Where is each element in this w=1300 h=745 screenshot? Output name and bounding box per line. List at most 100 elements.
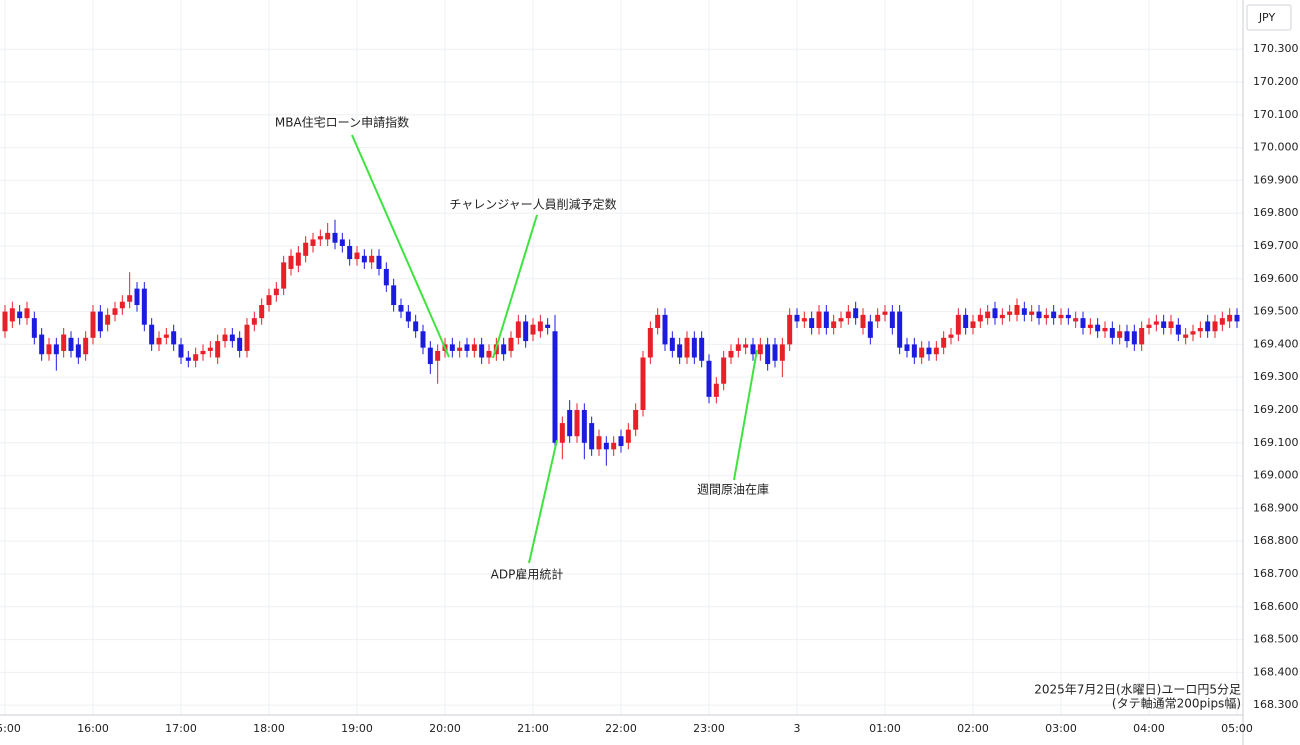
candle — [222, 327, 228, 348]
candle — [339, 232, 345, 253]
candle — [1227, 308, 1233, 328]
candle-body — [127, 295, 133, 302]
candle-body — [559, 423, 565, 443]
candle — [875, 308, 881, 328]
candle-body — [596, 436, 602, 450]
candle — [1073, 311, 1079, 328]
candle — [237, 331, 243, 358]
candle-body — [743, 344, 749, 348]
candle-body — [1007, 311, 1013, 315]
y-tick-label: 169.000 — [1253, 469, 1299, 482]
candle — [1219, 311, 1225, 332]
candle-body — [625, 429, 631, 443]
candle-body — [1124, 331, 1130, 342]
candle — [567, 400, 573, 443]
candle-body — [90, 311, 96, 338]
candle-body — [1205, 321, 1211, 332]
candle-body — [1197, 327, 1203, 332]
y-tick-label: 168.700 — [1253, 567, 1299, 580]
note: 2025年7月2日(水曜日)ユーロ円5分足 — [1034, 683, 1241, 697]
y-tick-label: 170.000 — [1253, 141, 1299, 154]
candle — [904, 337, 910, 358]
candle — [721, 350, 727, 391]
candle — [1131, 324, 1137, 351]
candle — [369, 249, 375, 269]
candle-body — [779, 344, 785, 361]
candle-body — [1153, 321, 1159, 325]
candle — [662, 308, 668, 351]
candle — [933, 341, 939, 361]
candle-body — [281, 262, 287, 289]
candle — [156, 331, 162, 351]
candle — [1183, 327, 1189, 345]
candle-body — [985, 311, 991, 319]
candle — [207, 341, 213, 358]
annotation: 週間原油在庫 — [697, 483, 769, 497]
x-tick-label: 05:00 — [1221, 722, 1253, 735]
candle-body — [391, 285, 397, 306]
candle-body — [39, 334, 45, 355]
candle — [618, 429, 624, 453]
candle — [779, 337, 785, 378]
candle — [691, 331, 697, 365]
x-tick-label: 16:00 — [77, 722, 109, 735]
y-tick-label: 169.400 — [1253, 337, 1299, 350]
candle — [383, 262, 389, 292]
candle-body — [677, 344, 683, 358]
candle — [1168, 314, 1174, 335]
candle — [1087, 318, 1093, 335]
candle — [889, 305, 895, 335]
x-tick-label: 21:00 — [517, 722, 549, 735]
candle — [68, 331, 74, 358]
y-tick-label: 170.300 — [1253, 42, 1299, 55]
candle-body — [787, 314, 793, 345]
candle — [823, 305, 829, 335]
y-tick-label: 168.500 — [1253, 633, 1299, 646]
candle — [955, 308, 961, 342]
x-tick-label: 22:00 — [605, 722, 637, 735]
candle — [706, 354, 712, 404]
candle — [523, 314, 529, 348]
candle — [853, 301, 859, 325]
candle-body — [831, 321, 837, 328]
candle — [985, 305, 991, 325]
candle-body — [1234, 314, 1240, 322]
candle-body — [17, 311, 23, 319]
candle-body — [112, 308, 118, 315]
candle-body — [46, 344, 52, 355]
candle — [347, 239, 353, 266]
candle-body — [317, 236, 323, 240]
candle-body — [24, 308, 30, 319]
candle-body — [963, 314, 969, 328]
candle-body — [449, 344, 455, 351]
candle — [251, 311, 257, 332]
candle-body — [9, 308, 15, 322]
candle-body — [339, 239, 345, 246]
candle — [831, 314, 837, 335]
candle-body — [413, 321, 419, 332]
candle-body — [471, 344, 477, 351]
candle — [361, 249, 367, 269]
candle-body — [398, 305, 404, 312]
candle-body — [809, 318, 815, 328]
candle — [486, 344, 492, 365]
candle — [699, 331, 705, 368]
candle — [391, 278, 397, 312]
y-tick-label: 169.300 — [1253, 370, 1299, 383]
candle-body — [244, 324, 250, 351]
candle-body — [1190, 331, 1196, 335]
annotation: チャレンジャー人員削減予定数 — [449, 197, 616, 212]
candle-body — [266, 295, 272, 306]
x-tick-label: 04:00 — [1133, 722, 1165, 735]
candle-body — [823, 311, 829, 328]
candle — [9, 301, 15, 328]
candle-body — [1219, 318, 1225, 325]
annotation-line — [733, 349, 758, 481]
candle-body — [603, 442, 609, 450]
y-tick-label: 169.500 — [1253, 305, 1299, 318]
candle — [926, 341, 932, 361]
candle-body — [1058, 314, 1064, 319]
candle-body — [295, 252, 301, 266]
candle-body — [926, 347, 932, 355]
candle-body — [1109, 327, 1115, 338]
